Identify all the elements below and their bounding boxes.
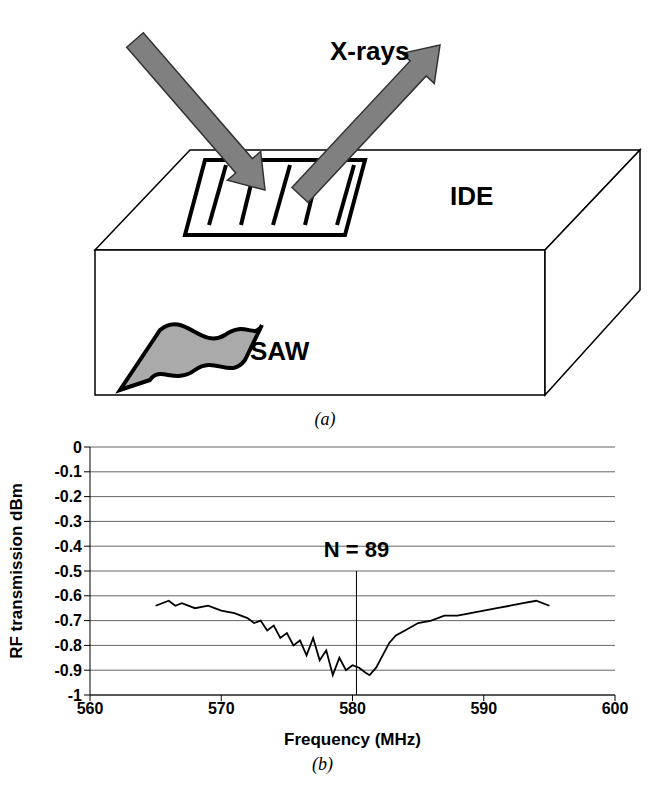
svg-text:IDE: IDE: [450, 181, 493, 211]
svg-text:(a): (a): [315, 409, 336, 430]
svg-text:560: 560: [76, 700, 104, 718]
svg-text:-0.8: -0.8: [54, 637, 82, 654]
svg-text:RF transmission dBm: RF transmission dBm: [7, 483, 26, 659]
svg-text:-0.1: -0.1: [54, 463, 82, 480]
svg-text:-0.5: -0.5: [54, 563, 82, 580]
svg-text:-0.3: -0.3: [54, 513, 82, 530]
svg-text:N = 89: N = 89: [324, 537, 389, 562]
svg-text:-0.6: -0.6: [54, 587, 82, 604]
svg-text:SAW: SAW: [250, 336, 310, 366]
svg-text:0: 0: [73, 439, 82, 456]
svg-text:-0.9: -0.9: [54, 662, 82, 679]
svg-text:-0.2: -0.2: [54, 488, 82, 505]
svg-text:X-rays: X-rays: [330, 36, 410, 66]
svg-text:580: 580: [339, 700, 366, 717]
svg-text:590: 590: [470, 700, 497, 717]
svg-text:-0.4: -0.4: [54, 538, 82, 555]
svg-text:Frequency (MHz): Frequency (MHz): [284, 730, 421, 749]
svg-text:-0.7: -0.7: [54, 612, 82, 629]
svg-text:600: 600: [602, 700, 629, 717]
svg-text:-1: -1: [68, 687, 82, 704]
svg-text:570: 570: [208, 700, 235, 717]
html-text:(b): (b): [312, 754, 333, 774]
